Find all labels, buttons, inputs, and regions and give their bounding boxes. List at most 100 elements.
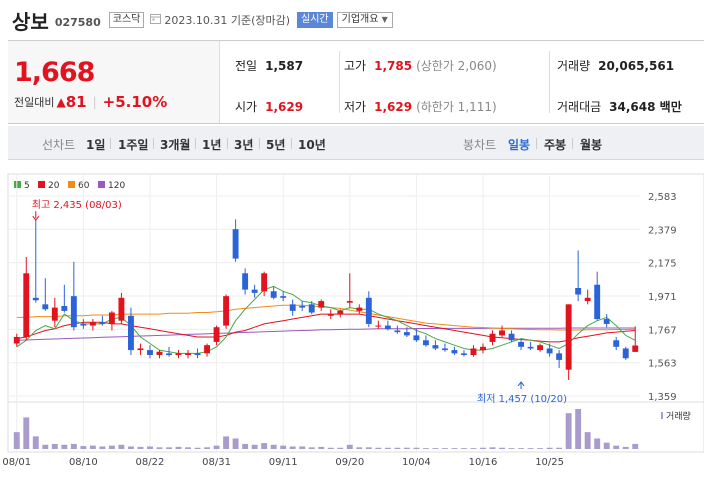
high-label: 고가 xyxy=(344,59,367,73)
volume-bar xyxy=(299,446,306,449)
volume-value: 20,065,561 xyxy=(598,59,675,73)
volume-bar xyxy=(480,447,486,449)
volume-bar xyxy=(213,445,220,449)
candle-body xyxy=(270,291,277,298)
volume-bar xyxy=(51,443,58,449)
tab-weekly[interactable]: 주봉 xyxy=(544,138,567,152)
tab-daily[interactable]: 일봉 xyxy=(508,138,531,152)
candle-body xyxy=(365,297,372,324)
candle-body xyxy=(280,296,287,298)
volume-bar xyxy=(166,447,172,449)
volume-bar xyxy=(565,413,572,449)
candle-body xyxy=(470,348,477,355)
candle-body xyxy=(23,273,30,338)
tab-1d[interactable]: 1일 xyxy=(86,138,106,152)
volume-bar xyxy=(575,409,582,449)
low-value: 1,629 xyxy=(374,100,413,114)
low-label: 저가 xyxy=(344,100,367,114)
candle-body xyxy=(499,330,505,336)
legend-label: 120 xyxy=(108,181,125,191)
candle-body xyxy=(118,297,125,321)
volume-label: 거래량 xyxy=(557,59,591,73)
candle-body xyxy=(527,346,534,349)
candle-body xyxy=(108,312,115,324)
prev-close-label: 전일 xyxy=(235,59,258,73)
candle-body xyxy=(594,284,601,320)
tab-3m[interactable]: 3개월 xyxy=(160,138,191,152)
candle-body xyxy=(156,351,163,355)
volume-bar xyxy=(223,436,230,449)
legend-swatch xyxy=(68,181,75,188)
chart-grid xyxy=(7,173,704,453)
volume-bar xyxy=(413,447,420,449)
candle-body xyxy=(70,296,77,328)
tab-3y[interactable]: 3년 xyxy=(234,138,254,152)
candle-body xyxy=(584,297,591,302)
trade-amount: 거래대금 34,648 백만 xyxy=(557,98,682,115)
candle-body xyxy=(51,307,58,321)
candle-body xyxy=(299,305,306,308)
volume-bar xyxy=(337,447,344,449)
volume-bar xyxy=(375,447,382,449)
divider xyxy=(153,138,154,149)
volume-bar xyxy=(432,448,439,449)
candle-body xyxy=(318,301,325,308)
realtime-button[interactable]: 실시간 xyxy=(297,12,333,28)
candle-body xyxy=(613,340,620,347)
candle-body xyxy=(13,337,20,344)
candle-body xyxy=(223,296,230,326)
candle-body xyxy=(375,325,382,327)
x-tick-label: 08/22 xyxy=(136,457,165,468)
change-label: 전일대비 xyxy=(14,96,55,109)
volume-bar xyxy=(527,448,534,449)
x-tick-label: 10/25 xyxy=(535,457,564,468)
volume-bar xyxy=(346,444,353,449)
tab-10y[interactable]: 10년 xyxy=(298,138,326,152)
volume-bar xyxy=(508,448,515,449)
open-price: 시가 1,629 xyxy=(235,98,303,115)
volume-bar xyxy=(632,443,639,449)
volume-bar xyxy=(280,445,287,449)
volume: 거래량 20,065,561 xyxy=(557,57,674,74)
tab-5y[interactable]: 5년 xyxy=(266,138,286,152)
volume-bar xyxy=(13,432,20,449)
candle-body xyxy=(194,353,201,355)
volume-bar xyxy=(403,447,410,449)
candle-body xyxy=(175,353,182,355)
volume-bar xyxy=(175,446,182,449)
candlesticks xyxy=(13,219,639,380)
candle-body xyxy=(346,301,353,303)
candle-body xyxy=(432,345,439,349)
quote-panel: 1,668 전일대비 ▲ 81 | +5.10% 전일 1,587 고가 1,7… xyxy=(8,40,704,124)
tab-1y[interactable]: 1년 xyxy=(202,138,222,152)
legend-swatch xyxy=(38,181,45,188)
tab-1w[interactable]: 1주일 xyxy=(118,138,149,152)
price-change: 전일대비 ▲ 81 | +5.10% xyxy=(14,93,167,111)
base-date: 2023.10.31 기준(장마감) xyxy=(164,14,291,27)
volume-bar xyxy=(289,446,296,449)
divider xyxy=(536,138,537,149)
volume-bar xyxy=(80,446,87,449)
change-percent: +5.10% xyxy=(102,93,168,111)
candle-body xyxy=(327,314,334,316)
divider xyxy=(339,51,340,113)
candle-body xyxy=(166,353,172,355)
company-name: 상보 xyxy=(12,9,49,34)
volume-bar xyxy=(270,444,277,449)
axes: 2,583 2,379 2,175 1,971 1,767 1,563 1,359 08/01… xyxy=(2,192,676,468)
candle-body xyxy=(441,348,448,351)
divider xyxy=(549,51,550,113)
volume-bar xyxy=(537,448,544,449)
ma120-line xyxy=(16,327,636,341)
company-overview-button[interactable]: 기업개요 ▼ xyxy=(336,12,393,28)
candle-body xyxy=(556,353,563,360)
chart-tabs: 선차트 1일 1주일 3개월 1년 3년 5년 10년 봉차트 일봉 주봉 월봉 xyxy=(8,126,704,160)
open-label: 시가 xyxy=(235,100,258,114)
annotations: 최고 2,435 (08/03) 최저 1,457 (10/20) xyxy=(32,199,567,405)
tab-monthly[interactable]: 월봉 xyxy=(580,138,603,152)
candle-body xyxy=(489,333,496,342)
candle-body xyxy=(603,319,610,324)
x-tick-label: 08/31 xyxy=(202,457,231,468)
volume-bar xyxy=(137,446,144,449)
volume-bar xyxy=(622,446,629,449)
